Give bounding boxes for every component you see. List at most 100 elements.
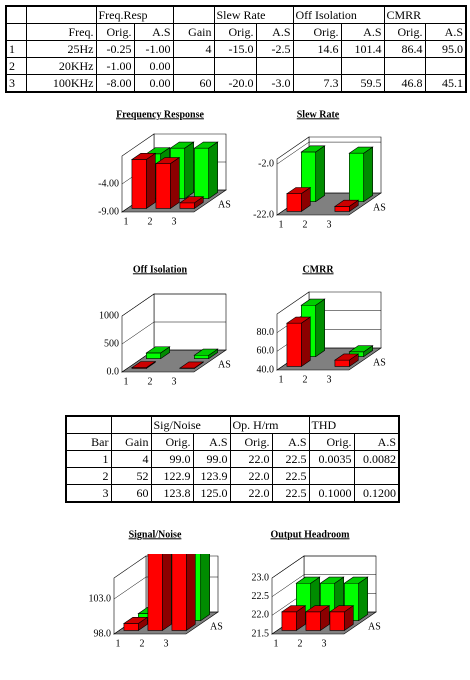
bar-top [304,605,331,613]
bar-front [131,159,147,209]
y-tick-label: 22.5 [252,591,270,602]
chart-title: Slew Rate [297,109,340,120]
bar-top [193,348,219,356]
group-header: Off Isolation [292,5,385,24]
bar-top [130,361,157,368]
bar-front [349,152,365,202]
bars [285,298,374,368]
cell [383,57,426,75]
z-axis-label: AS [373,357,386,368]
bars [280,576,369,632]
cell: 0.1200 [353,484,400,503]
header-cell: Orig. [150,433,194,451]
cell: 22.0 [229,450,273,468]
x-tick-label: 2 [148,216,153,227]
cell: 22.0 [229,484,273,503]
cell: 14.6 [292,40,342,58]
x-tick-label: 2 [303,374,308,385]
bar [328,605,355,632]
y-tick-label: 21.5 [252,628,270,639]
x-tick-label: 2 [148,376,153,387]
cell: 22.5 [271,467,310,485]
bar-side [315,145,325,203]
bar-top [178,361,205,369]
cell: 4 [172,40,215,58]
header-cell: A.S [353,433,400,451]
y-tick-label: 103.0 [89,593,112,604]
x-tick-label: 2 [140,638,145,649]
header-cell: A.S [255,23,294,41]
bar-top [178,196,205,204]
chart-title: Output Headroom [271,529,351,540]
cell [172,57,215,75]
bar-top [319,576,345,584]
bar [285,316,312,368]
bar [154,156,181,210]
bar-top [285,187,312,194]
cell [292,57,342,75]
x-tick-label: 3 [327,219,332,230]
bar [122,616,149,632]
cell: 0.1000 [308,484,355,503]
y-tick-label: 60.0 [257,346,275,357]
cell: -1.00 [133,40,174,58]
bar [130,152,157,210]
bar-side [301,316,311,368]
empty-cell [110,415,152,434]
cell [308,467,355,485]
bar-top [122,617,149,624]
bar-top [348,146,374,154]
grid-line [271,574,376,597]
cell: 123.8 [150,484,194,503]
bars [130,346,219,370]
cell [213,57,257,75]
bar [178,196,205,210]
bar-side [146,152,156,210]
bar-top [348,345,374,353]
bar-top [154,157,181,164]
bar-top [193,141,219,149]
y-tick-label: -22.0 [253,209,274,220]
cell: 25Hz [25,40,97,58]
bar [130,360,157,370]
bar [333,353,360,368]
bar-front [146,352,162,359]
group-header: Sig/Noise [150,415,231,434]
cell: 59.5 [340,74,385,93]
bar-front [194,147,210,199]
bar-front [334,359,350,367]
bar-top [285,316,312,324]
z-axis-label: AS [218,359,231,370]
cell: 45.1 [424,74,467,93]
empty-cell [172,5,215,24]
data-row: 2 52 122.9 123.9 22.0 22.5 [65,467,400,485]
bar-front [329,611,345,631]
grid-line [121,293,226,317]
cell: 20KHz [25,57,97,75]
bar-front [123,623,139,631]
y-tick-label: 1000 [99,310,119,321]
x-tick-label: 1 [279,374,284,385]
chart-title: Off Isolation [133,264,188,275]
z-axis-label: AS [210,621,223,632]
y-tick-label: 22.0 [252,610,270,621]
bar [171,554,196,632]
cell: -15.0 [213,40,257,58]
bar-top [343,576,369,584]
bar-top [145,147,171,155]
bar-top [130,153,157,160]
bar-side [208,141,218,200]
x-tick-label: 1 [274,638,279,649]
cell: 1 [5,40,27,58]
cell: 3 [5,74,27,93]
cell: 101.4 [340,40,385,58]
chart-title: Signal/Noise [129,529,182,540]
header-cell: Orig. [229,433,273,451]
x-tick-label: 2 [298,638,303,649]
bar-front [286,193,302,212]
cell: 125.0 [192,484,231,503]
y-tick-label: 40.0 [257,364,275,375]
bar [145,346,171,360]
